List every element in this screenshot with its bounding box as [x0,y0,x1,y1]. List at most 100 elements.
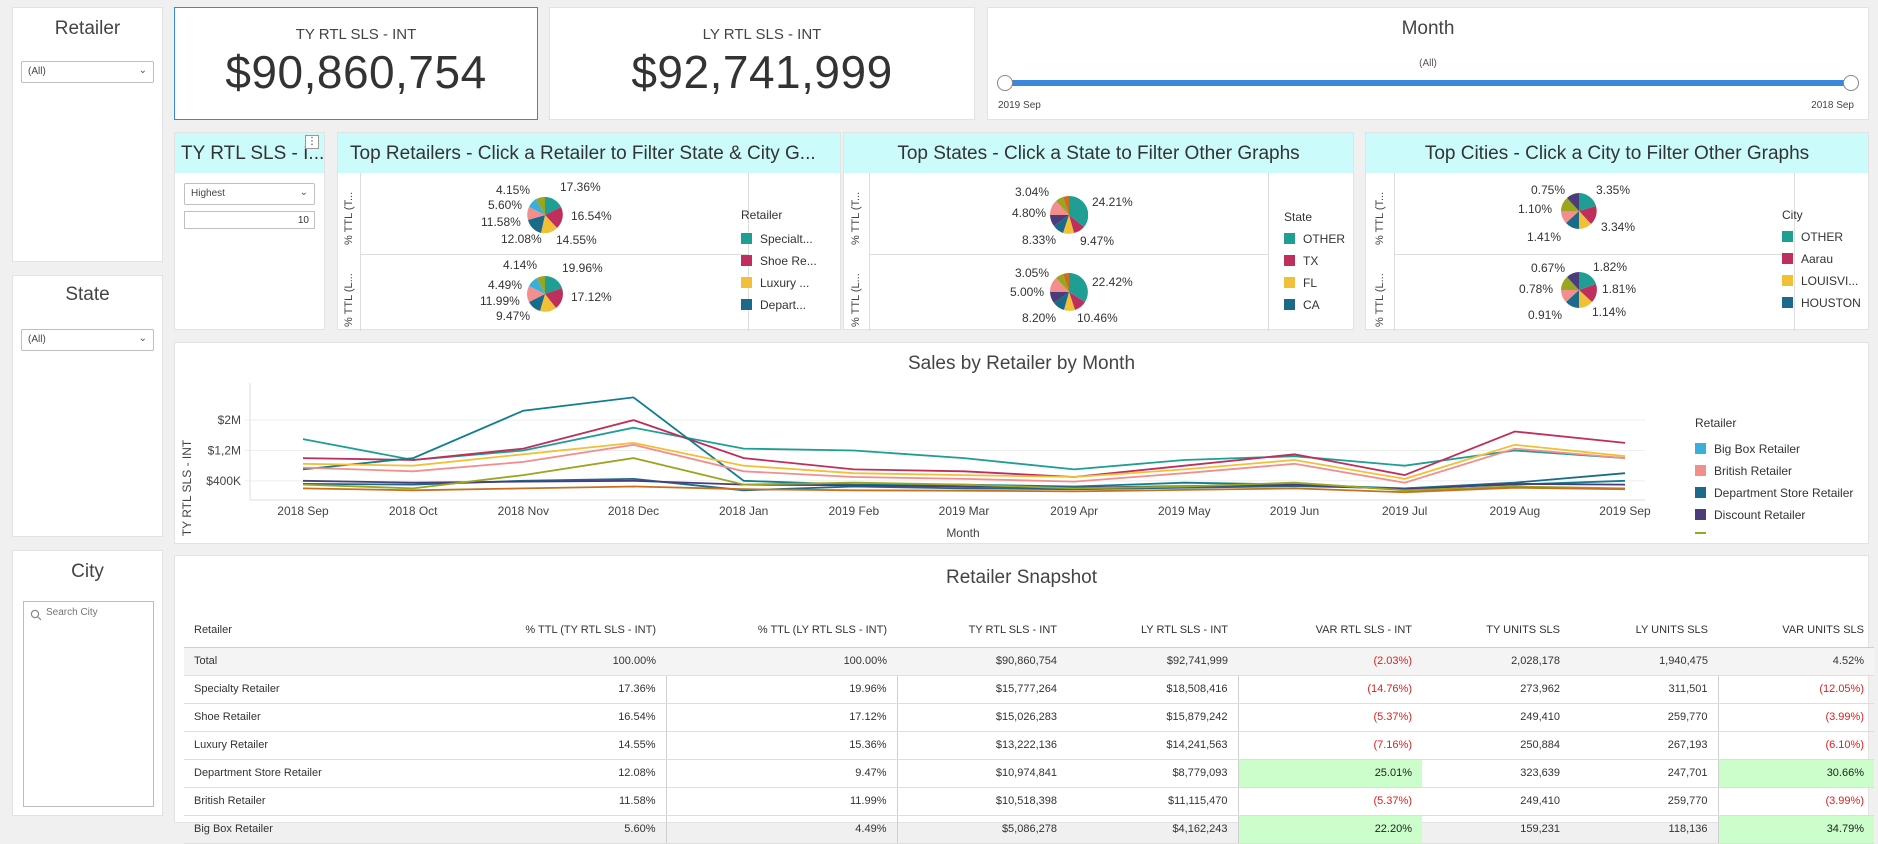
pie-label: 0.91% [1528,308,1563,322]
column-header[interactable]: TY RTL SLS - INT [897,614,1067,648]
ly-state-pie[interactable] [1050,273,1088,311]
table-row[interactable]: Luxury Retailer 14.55% 15.36% $13,222,136 $1… [184,731,1874,760]
table-cell: 159,231 [1422,815,1570,844]
more-vert-icon[interactable]: ⋮ [305,135,319,149]
pie-slice [1069,292,1085,310]
table-cell: $15,879,242 [1067,703,1238,732]
pie-slice [1054,292,1069,310]
series-line[interactable] [302,485,1626,494]
legend-item[interactable]: HOUSTON [1782,294,1861,316]
legend-item[interactable]: Big Box Retailer [1695,440,1853,462]
retailer-cell: Specialty Retailer [184,675,434,704]
pie-slice [1069,273,1088,302]
table-cell: 259,770 [1570,787,1718,816]
series-line[interactable] [302,457,1626,492]
total-row[interactable]: Total 100.00% 100.00% $90,860,754 $92,741,99… [184,647,1874,676]
retailer-cell: Total [184,647,434,676]
sales-line-chart[interactable]: TY RTL SLS - INT Month $400K $1,2M $2M 201… [175,343,1870,545]
city-search-box[interactable] [23,601,154,807]
pie-slice [1561,211,1579,223]
series-line[interactable] [302,443,1626,484]
pie-label: 4.80% [1012,206,1047,220]
topn-count-input[interactable]: 10 [184,211,315,229]
retailer-cell: Big Box Retailer [184,815,434,844]
legend-item[interactable]: Discount Retailer [1695,506,1853,528]
table-cell: 273,962 [1422,675,1570,704]
table-cell: 15.36% [665,731,897,760]
legend-item[interactable]: Department Store Retailer [1695,484,1853,506]
kpi-ly-card[interactable]: LY RTL SLS - INT $92,741,999 [549,7,975,120]
column-header[interactable]: % TTL (LY RTL SLS - INT) [666,614,897,648]
column-header[interactable]: VAR RTL SLS - INT [1238,614,1422,648]
series-line[interactable] [302,419,1626,478]
column-header[interactable]: VAR UNITS SLS [1718,614,1874,648]
ly-retailer-pie[interactable] [527,276,563,312]
pie-slice [536,197,545,215]
kpi-ty-card[interactable]: TY RTL SLS - INT $90,860,754 [174,7,538,120]
retailer-filter-card: Retailer (All) ⌄ [12,7,163,262]
state-filter-select[interactable]: (All) ⌄ [21,329,154,351]
column-header[interactable]: LY UNITS SLS [1570,614,1718,648]
legend-item[interactable]: Depart... [741,296,817,318]
topn-select[interactable]: Highest ⌄ [184,183,315,205]
table-cell: 323,639 [1422,759,1570,788]
legend-item[interactable]: British Retailer [1695,462,1853,484]
table-row[interactable]: Department Store Retailer 12.08% 9.47% $10,… [184,759,1874,788]
line-chart-legend: Retailer Big Box Retailer British Retail… [1695,416,1853,534]
legend-item[interactable]: Aarau [1782,250,1861,272]
ty-city-pie[interactable] [1561,193,1597,229]
month-slider-start-handle[interactable] [997,75,1013,91]
top-retailers-card: Top Retailers - Click a Retailer to Filt… [337,132,841,331]
pie-slice [1063,196,1069,215]
ty-state-pie[interactable] [1050,196,1088,234]
column-header[interactable]: % TTL (TY RTL SLS - INT) [434,614,666,648]
state-filter-value: (All) [28,334,46,345]
ty-row-label: % TTL (T... [850,191,862,245]
month-slider-end-handle[interactable] [1843,75,1859,91]
series-line[interactable] [302,479,1626,491]
legend-item[interactable]: Shoe Re... [741,252,817,274]
table-row[interactable]: Specialty Retailer 17.36% 19.96% $15,777,26… [184,675,1874,704]
x-tick-label: 2018 Jan [719,504,768,518]
table-cell: $15,026,283 [896,703,1067,732]
column-header[interactable]: TY UNITS SLS [1422,614,1570,648]
legend-item[interactable]: FL [1284,274,1345,296]
table-cell: 118,136 [1570,815,1718,844]
legend-item[interactable]: LOUISVI... [1782,272,1861,294]
line-legend-title: Retailer [1695,416,1737,430]
retailer-filter-select[interactable]: (All) ⌄ [21,61,154,83]
legend-item[interactable]: Specialt... [741,230,817,252]
month-slider-end-label: 2018 Sep [1811,100,1854,111]
legend-item[interactable]: CA [1284,296,1345,318]
pie-label: 1.41% [1527,230,1562,244]
series-line[interactable] [302,426,1626,471]
month-slider-track[interactable] [1004,80,1852,86]
table-cell: 4.49% [665,815,897,844]
pie-label: 16.54% [571,209,612,223]
table-row[interactable]: Shoe Retailer 16.54% 17.12% $15,026,283 $15,… [184,703,1874,732]
series-line[interactable] [302,441,1626,480]
y-tick-label: $400K [206,474,241,488]
table-cell: $92,741,999 [1067,647,1238,676]
legend-item[interactable]: OTHER [1284,230,1345,252]
legend-item[interactable]: TX [1284,252,1345,274]
pie-label: 8.33% [1022,233,1057,247]
column-header[interactable]: LY RTL SLS - INT [1067,614,1238,648]
x-tick-label: 2018 Nov [498,504,549,518]
pie-slice [545,288,563,308]
pie-label: 14.55% [556,233,597,247]
pie-label: 11.58% [481,215,521,229]
ty-retailer-pie[interactable] [527,197,563,233]
column-header[interactable]: Retailer [184,614,434,648]
table-row[interactable]: Big Box Retailer 5.60% 4.49% $5,086,278 $4,1… [184,815,1874,844]
legend-item[interactable]: Luxury ... [741,274,817,296]
city-search-input[interactable] [46,607,146,618]
table-cell: 19.96% [665,675,897,704]
ly-city-pie[interactable] [1561,272,1597,308]
retailer-legend-title: Retailer [741,208,783,222]
pie-slice [1567,272,1579,290]
pie-slice [1064,292,1075,311]
line-chart-title: Sales by Retailer by Month [907,353,1136,374]
legend-item[interactable]: OTHER [1782,228,1861,250]
table-row[interactable]: British Retailer 11.58% 11.99% $10,518,398 $… [184,787,1874,816]
